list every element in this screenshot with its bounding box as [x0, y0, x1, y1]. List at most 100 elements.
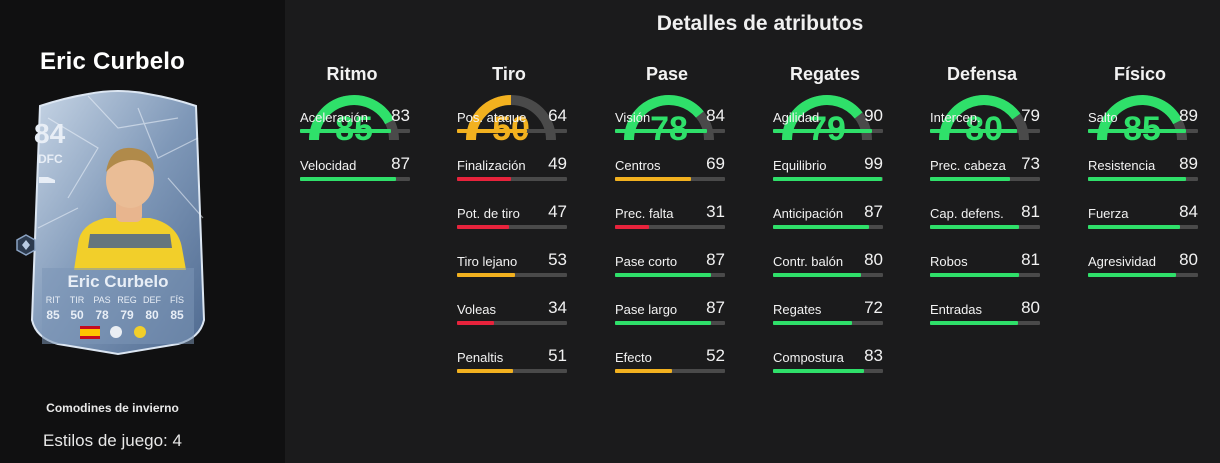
attribute-bar-track: [615, 225, 725, 229]
attribute-row[interactable]: Aceleración 83: [300, 106, 410, 135]
card-stat-value: 50: [70, 308, 84, 322]
category-gauge: [624, 95, 714, 141]
attribute-value: 84: [706, 106, 725, 125]
attribute-bar-fill: [1088, 273, 1176, 277]
attribute-bar-fill: [615, 273, 711, 277]
attribute-value: 99: [864, 154, 883, 173]
attribute-row[interactable]: Pos. ataque 64: [457, 106, 567, 135]
attribute-value: 84: [1179, 202, 1198, 221]
attribute-name: Regates: [773, 302, 822, 317]
category-5: Físico 85 Salto 89 Resistencia 89 Fuerza 84 Agre…: [1073, 60, 1220, 460]
attribute-bar-track: [1088, 225, 1198, 229]
attribute-bar-fill: [457, 225, 509, 229]
attribute-row[interactable]: Robos 81: [930, 250, 1040, 279]
boot-icon: [39, 177, 55, 183]
attribute-bar-fill: [930, 177, 1011, 181]
attribute-bar-fill: [930, 129, 1017, 133]
attribute-name: Pot. de tiro: [457, 206, 520, 221]
attribute-name: Prec. cabeza: [930, 158, 1006, 173]
card-stat-value: 80: [145, 308, 159, 322]
attribute-bar-track: [773, 321, 883, 325]
attribute-name: Anticipación: [773, 206, 844, 221]
attribute-row[interactable]: Finalización 49: [457, 154, 567, 183]
attribute-bar-track: [457, 321, 567, 325]
attribute-value: 89: [1179, 154, 1198, 173]
attribute-row[interactable]: Fuerza 84: [1088, 202, 1198, 231]
attribute-bar-fill: [457, 177, 511, 181]
attribute-bar-fill: [773, 177, 882, 181]
attribute-row[interactable]: Pase corto 87: [615, 250, 725, 279]
attribute-bar-track: [773, 129, 883, 133]
attribute-row[interactable]: Salto 89: [1088, 106, 1198, 135]
attribute-row[interactable]: Prec. falta 31: [615, 202, 725, 231]
attribute-row[interactable]: Anticipación 87: [773, 202, 883, 231]
attribute-bar-track: [615, 177, 725, 181]
attribute-row[interactable]: Tiro lejano 53: [457, 250, 567, 279]
attribute-name: Contr. balón: [773, 254, 844, 269]
attribute-row[interactable]: Centros 69: [615, 154, 725, 183]
attribute-row[interactable]: Resistencia 89: [1088, 154, 1198, 183]
attribute-bar-fill: [457, 321, 495, 325]
attribute-name: Equilibrio: [773, 158, 827, 173]
category-3: Regates 79 Agilidad 90 Equilibrio 99 Anticipac…: [758, 60, 908, 460]
attribute-value: 87: [706, 298, 725, 317]
attribute-bar-fill: [930, 225, 1020, 229]
attribute-row[interactable]: Agilidad 90: [773, 106, 883, 135]
category-name: Físico: [1113, 64, 1166, 84]
attribute-bar-fill: [773, 321, 853, 325]
attribute-row[interactable]: Contr. balón 80: [773, 250, 883, 279]
attribute-row[interactable]: Penaltis 51: [457, 346, 567, 375]
attribute-row[interactable]: Intercep. 79: [930, 106, 1040, 135]
attribute-value: 80: [1021, 298, 1040, 317]
attribute-name: Pase largo: [615, 302, 678, 317]
attribute-row[interactable]: Pase largo 87: [615, 298, 725, 327]
attribute-value: 34: [548, 298, 567, 317]
category-name: Pase: [645, 64, 689, 84]
attribute-bar-track: [773, 273, 883, 277]
playstyles-count[interactable]: Estilos de juego: 4: [43, 431, 182, 450]
attribute-row[interactable]: Visión 84: [615, 106, 725, 135]
attribute-row[interactable]: Velocidad 87: [300, 154, 410, 183]
attribute-value: 49: [548, 154, 567, 173]
attribute-row[interactable]: Compostura 83: [773, 346, 883, 375]
category-gauge: [466, 95, 556, 141]
category-gauge: [1097, 95, 1187, 141]
card-stat-label: REG: [117, 295, 137, 305]
attribute-row[interactable]: Voleas 34: [457, 298, 567, 327]
attribute-bar-track: [615, 129, 725, 133]
attribute-row[interactable]: Pot. de tiro 47: [457, 202, 567, 231]
gauge-fill: [939, 95, 1021, 141]
attribute-bar-fill: [1088, 225, 1181, 229]
category-name: Ritmo: [326, 64, 378, 84]
category-gauge: [782, 95, 872, 141]
attribute-bar-track: [1088, 273, 1198, 277]
attribute-row[interactable]: Prec. cabeza 73: [930, 154, 1040, 183]
attribute-row[interactable]: Cap. defens. 81: [930, 202, 1040, 231]
attribute-value: 81: [1021, 202, 1040, 221]
player-card[interactable]: [28, 88, 208, 356]
attribute-bar-track: [773, 369, 883, 373]
category-4: Defensa 80 Intercep. 79 Prec. cabeza 73 Cap. d…: [915, 60, 1065, 460]
gauge-fill: [1097, 95, 1183, 141]
attribute-bar-fill: [300, 177, 396, 181]
attribute-value: 81: [1021, 250, 1040, 269]
attribute-row[interactable]: Equilibrio 99: [773, 154, 883, 183]
attribute-row[interactable]: Regates 72: [773, 298, 883, 327]
attribute-row[interactable]: Entradas 80: [930, 298, 1040, 327]
card-stat-label: RIT: [45, 295, 61, 305]
attribute-name: Penaltis: [457, 350, 504, 365]
attribute-value: 79: [1021, 106, 1040, 125]
attribute-name: Pase corto: [615, 254, 678, 269]
category-0: Ritmo 85 Aceleración 83 Velocidad 87: [285, 60, 435, 460]
league-icon: [110, 326, 122, 338]
attribute-bar-track: [615, 369, 725, 373]
attribute-bar-track: [1088, 177, 1198, 181]
card-stat-label: PAS: [93, 295, 111, 305]
attribute-bar-track: [930, 177, 1040, 181]
card-stat-label: DEF: [143, 295, 161, 305]
attribute-bar-fill: [457, 129, 528, 133]
attribute-bar-fill: [773, 273, 861, 277]
attribute-row[interactable]: Agresividad 80: [1088, 250, 1198, 279]
attribute-row[interactable]: Efecto 52: [615, 346, 725, 375]
attributes-title: Detalles de atributos: [656, 12, 864, 35]
